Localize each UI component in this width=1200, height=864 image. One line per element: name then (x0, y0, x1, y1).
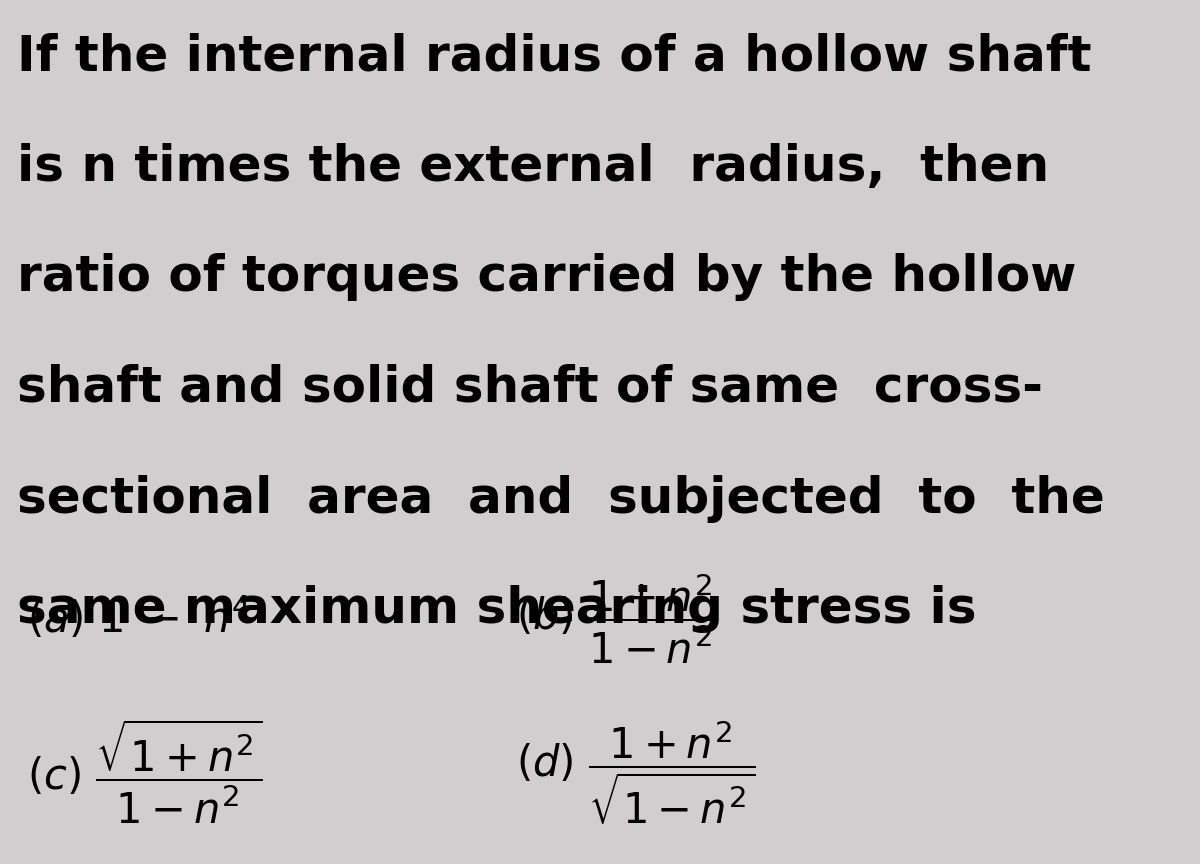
Text: is n times the external  radius,  then: is n times the external radius, then (17, 143, 1049, 191)
Text: $(d)\ \dfrac{1+n^2}{\sqrt{1-n^2}}$: $(d)\ \dfrac{1+n^2}{\sqrt{1-n^2}}$ (516, 718, 756, 826)
Text: If the internal radius of a hollow shaft: If the internal radius of a hollow shaft (17, 33, 1092, 80)
Text: ratio of torques carried by the hollow: ratio of torques carried by the hollow (17, 253, 1076, 302)
Text: $(a)\ 1\ -\ n^4$: $(a)\ 1\ -\ n^4$ (28, 595, 251, 643)
Text: shaft and solid shaft of same  cross-: shaft and solid shaft of same cross- (17, 364, 1043, 412)
Text: sectional  area  and  subjected  to  the: sectional area and subjected to the (17, 474, 1105, 523)
Text: same maximum shearing stress is: same maximum shearing stress is (17, 585, 977, 633)
Text: $(c)\ \dfrac{\sqrt{1+n^2}}{1-n^2}$: $(c)\ \dfrac{\sqrt{1+n^2}}{1-n^2}$ (28, 718, 263, 826)
Text: $(b)\ \dfrac{1+n^2}{1-n^2}$: $(b)\ \dfrac{1+n^2}{1-n^2}$ (516, 572, 716, 666)
